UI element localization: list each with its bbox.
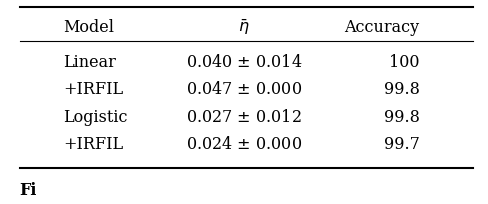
Text: Logistic: Logistic bbox=[63, 109, 128, 126]
Text: Linear: Linear bbox=[63, 54, 116, 71]
Text: Model: Model bbox=[63, 19, 115, 36]
Text: 99.8: 99.8 bbox=[384, 109, 420, 126]
Text: 0.024 $\pm$ 0.000: 0.024 $\pm$ 0.000 bbox=[186, 136, 302, 153]
Text: 99.7: 99.7 bbox=[384, 136, 420, 153]
Text: +IRFIL: +IRFIL bbox=[63, 81, 123, 98]
Text: 0.027 $\pm$ 0.012: 0.027 $\pm$ 0.012 bbox=[186, 109, 302, 126]
Text: $\bar{\eta}$: $\bar{\eta}$ bbox=[238, 18, 250, 37]
Text: 0.047 $\pm$ 0.000: 0.047 $\pm$ 0.000 bbox=[186, 81, 302, 98]
Text: 100: 100 bbox=[389, 54, 420, 71]
Text: +IRFIL: +IRFIL bbox=[63, 136, 123, 153]
Text: 99.8: 99.8 bbox=[384, 81, 420, 98]
Text: Fi: Fi bbox=[20, 182, 37, 199]
Text: Accuracy: Accuracy bbox=[345, 19, 420, 36]
Text: 0.040 $\pm$ 0.014: 0.040 $\pm$ 0.014 bbox=[186, 54, 302, 71]
